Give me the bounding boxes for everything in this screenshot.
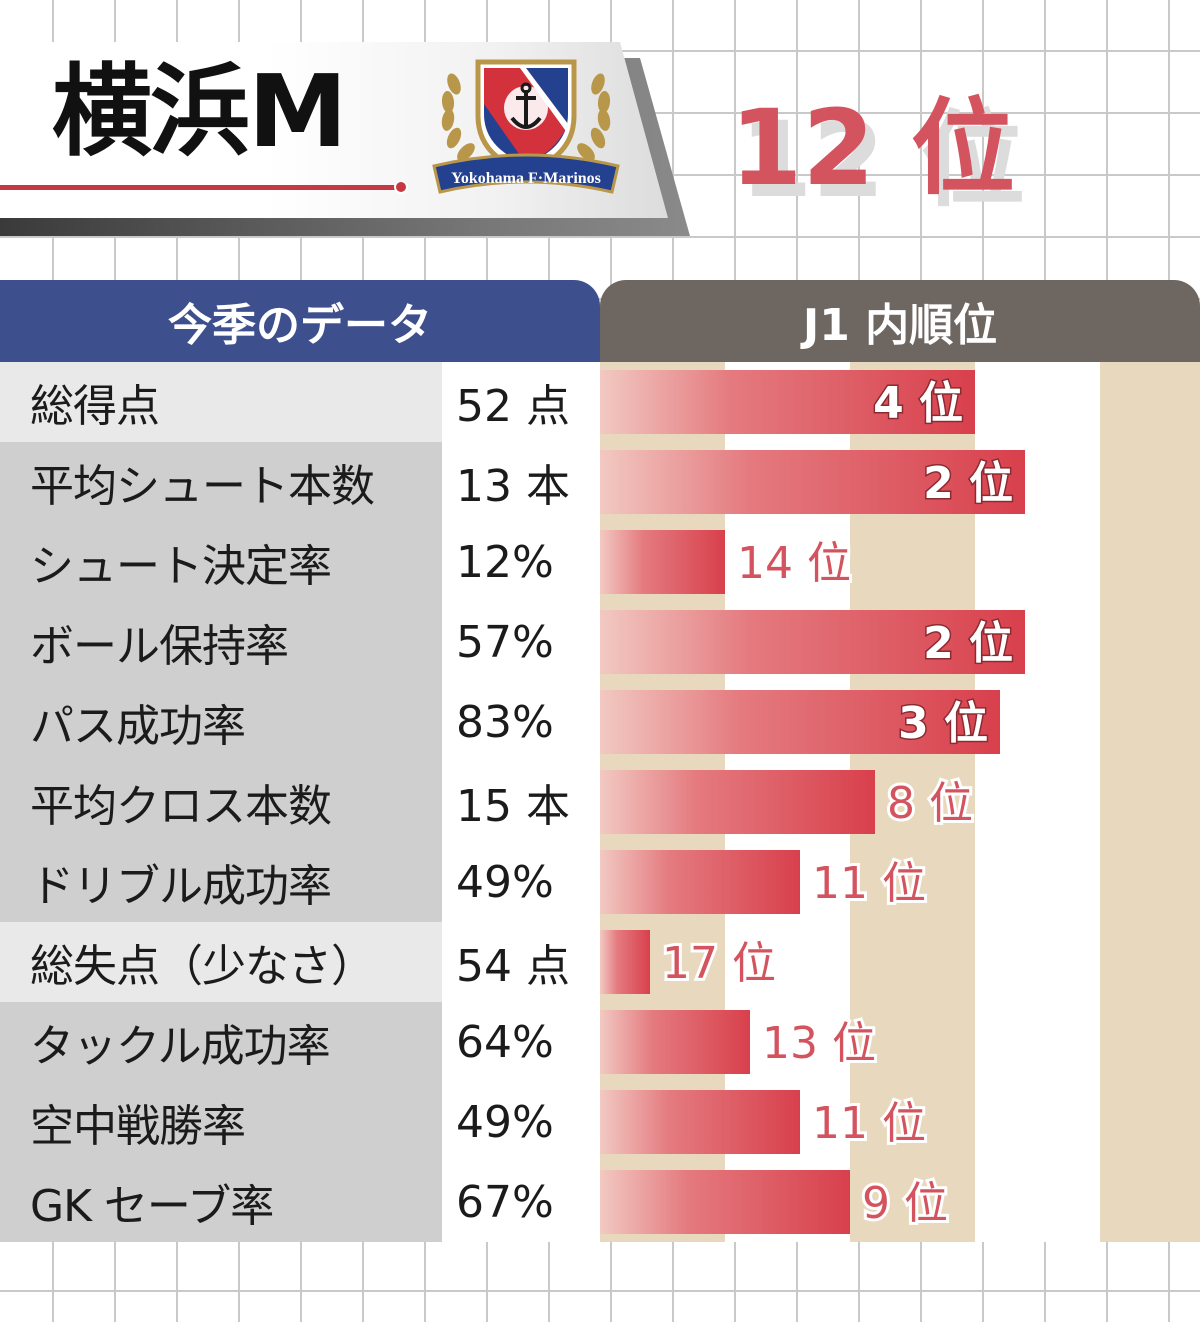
stat-label: タックル成功率: [0, 1002, 442, 1082]
rank-bar: [600, 610, 1025, 674]
rank-bar: [600, 370, 975, 434]
table-row: パス成功率 83%: [0, 682, 600, 762]
rank-bar: [600, 850, 800, 914]
stat-value: 49%: [442, 842, 600, 922]
table-row: 平均シュート本数 13 本: [0, 442, 600, 522]
team-logo: Yokohama F·Marinos: [432, 59, 620, 194]
stat-label: 平均シュート本数: [0, 442, 442, 522]
rank-bar-chart: 4 位 2 位 14 位 2 位 3 位 8 位 11 位 17 位 13 位 11 位 9 位: [600, 362, 1200, 1242]
rank-bar: [600, 1090, 800, 1154]
rank-label: 8 位: [887, 778, 973, 829]
logo-text: Yokohama F·Marinos: [451, 170, 601, 187]
anchor-icon: [510, 90, 542, 129]
rank-label: 17 位: [662, 938, 776, 989]
rank-label: 4 位: [873, 378, 963, 429]
table-row: シュート決定率 12%: [0, 522, 600, 602]
rank-bar: [600, 930, 650, 994]
data-column-header: 今季のデータ: [0, 280, 600, 362]
table-row: 総得点 52 点: [0, 362, 600, 442]
stat-value: 52 点: [442, 362, 600, 442]
rank-bar: [600, 1010, 750, 1074]
rank-bar: [600, 450, 1025, 514]
stat-value: 83%: [442, 682, 600, 762]
rank-label: 9 位: [862, 1178, 948, 1229]
laurel-icon: [441, 73, 611, 161]
rank-bar: [600, 1170, 850, 1234]
stat-value: 64%: [442, 1002, 600, 1082]
stat-label: 総得点: [0, 362, 442, 442]
rank-label: 2 位: [923, 618, 1013, 669]
stat-value: 15 本: [442, 762, 600, 842]
stat-label: 総失点（少なさ）: [0, 922, 442, 1002]
table-row: ドリブル成功率 49%: [0, 842, 600, 922]
stat-label: 空中戦勝率: [0, 1082, 442, 1162]
table-row: タックル成功率 64%: [0, 1002, 600, 1082]
stat-label: シュート決定率: [0, 522, 442, 602]
stat-value: 13 本: [442, 442, 600, 522]
rank-label: 2 位: [923, 458, 1013, 509]
stat-label: ボール保持率: [0, 602, 442, 682]
season-rank: 12 位: [730, 87, 1015, 209]
team-name: 横浜M: [52, 53, 348, 170]
stat-value: 49%: [442, 1082, 600, 1162]
table-row: ボール保持率 57%: [0, 602, 600, 682]
table-row: 平均クロス本数 15 本: [0, 762, 600, 842]
stat-label: パス成功率: [0, 682, 442, 762]
stat-label: 平均クロス本数: [0, 762, 442, 842]
rank-label: 13 位: [762, 1018, 876, 1069]
table-row: 空中戦勝率 49%: [0, 1082, 600, 1162]
chart-stripe: [1100, 362, 1200, 1242]
table-row: 総失点（少なさ） 54 点: [0, 922, 600, 1002]
stat-value: 12%: [442, 522, 600, 602]
rank-label: 3 位: [898, 698, 988, 749]
stat-value: 67%: [442, 1162, 600, 1242]
rank-label: 11 位: [812, 1098, 926, 1149]
rank-label: 11 位: [812, 858, 926, 909]
stat-label: ドリブル成功率: [0, 842, 442, 922]
rank-bar: [600, 530, 725, 594]
header-underline-dot: [394, 180, 408, 194]
stat-label: GK セーブ率: [0, 1162, 442, 1242]
rank-column-header: J1 内順位: [600, 280, 1200, 362]
stats-table: 総得点 52 点平均シュート本数 13 本シュート決定率 12% ボール保持率 57% パス…: [0, 362, 600, 1242]
table-row: GK セーブ率 67%: [0, 1162, 600, 1242]
stat-value: 57%: [442, 602, 600, 682]
rank-bar: [600, 770, 875, 834]
stat-value: 54 点: [442, 922, 600, 1002]
rank-label: 14 位: [737, 538, 851, 589]
rank-bar: [600, 690, 1000, 754]
header-underline: [0, 185, 398, 190]
